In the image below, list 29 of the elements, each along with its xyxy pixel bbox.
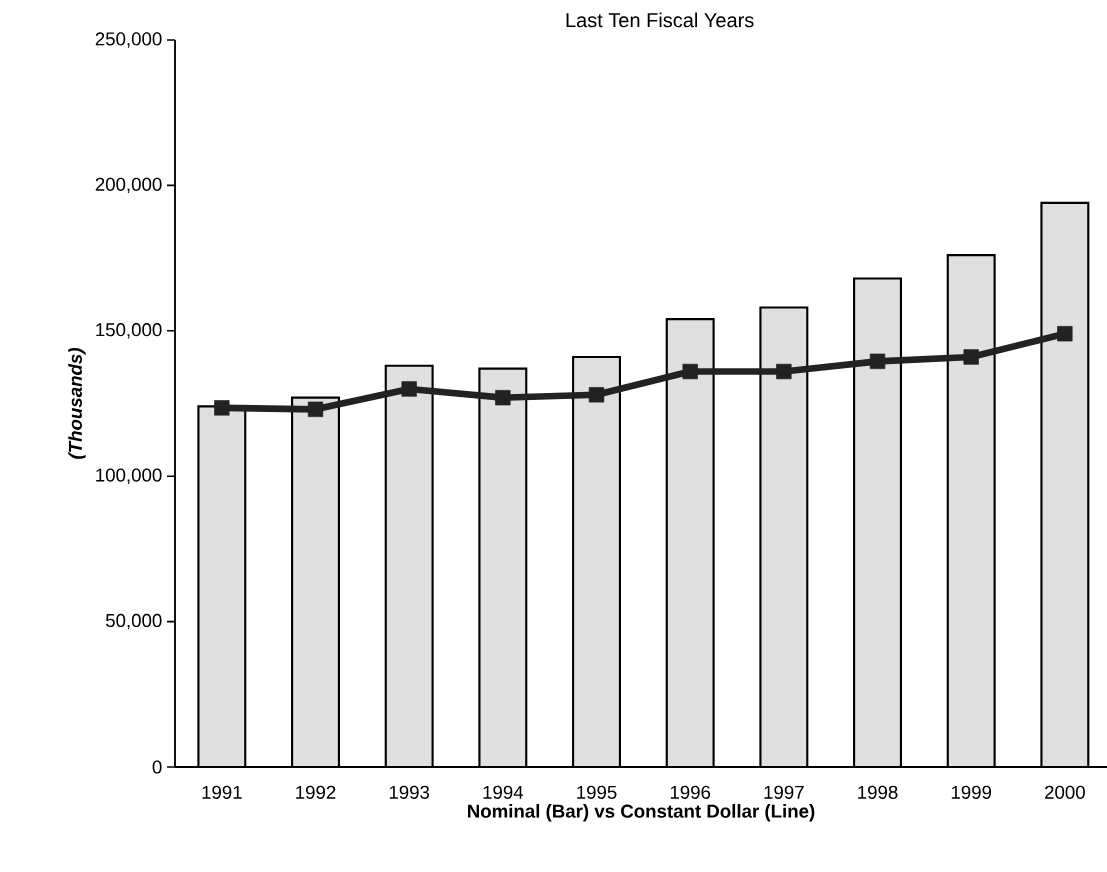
y-tick-label: 150,000 xyxy=(96,323,162,339)
y-tick-label: 250,000 xyxy=(95,32,162,48)
point xyxy=(776,363,792,380)
x-tick-label: 2000 xyxy=(1045,785,1085,799)
point xyxy=(214,400,230,416)
chart-title: Last Ten Fiscal Years xyxy=(566,12,754,28)
x-tick-label: 1999 xyxy=(951,785,992,799)
point xyxy=(963,349,979,365)
y-tick-label: 200,000 xyxy=(95,177,162,194)
x-tick-label: 1993 xyxy=(389,785,430,799)
y-tick-label: 100,000 xyxy=(96,468,162,484)
y-tick-label: 0 xyxy=(152,760,162,774)
point xyxy=(495,390,511,406)
x-tick-label: 1995 xyxy=(577,785,617,799)
y-tick-label: 50,000 xyxy=(105,613,162,630)
x-tick-label: 1997 xyxy=(764,785,804,799)
x-axis-title: Nominal (Bar) vs Constant Dollar (Line) xyxy=(468,804,815,822)
point xyxy=(307,401,324,417)
x-tick-label: 1998 xyxy=(858,785,898,799)
y-axis-title: (Thousands) xyxy=(68,348,86,459)
x-tick-label: 1992 xyxy=(296,785,336,799)
x-tick-label: 1994 xyxy=(483,785,524,799)
x-tick-label: 1991 xyxy=(202,785,242,799)
point xyxy=(1057,326,1073,342)
point xyxy=(588,387,605,403)
point xyxy=(401,381,417,397)
point xyxy=(869,353,886,369)
x-tick-label: 1996 xyxy=(670,785,711,799)
point xyxy=(682,363,698,380)
